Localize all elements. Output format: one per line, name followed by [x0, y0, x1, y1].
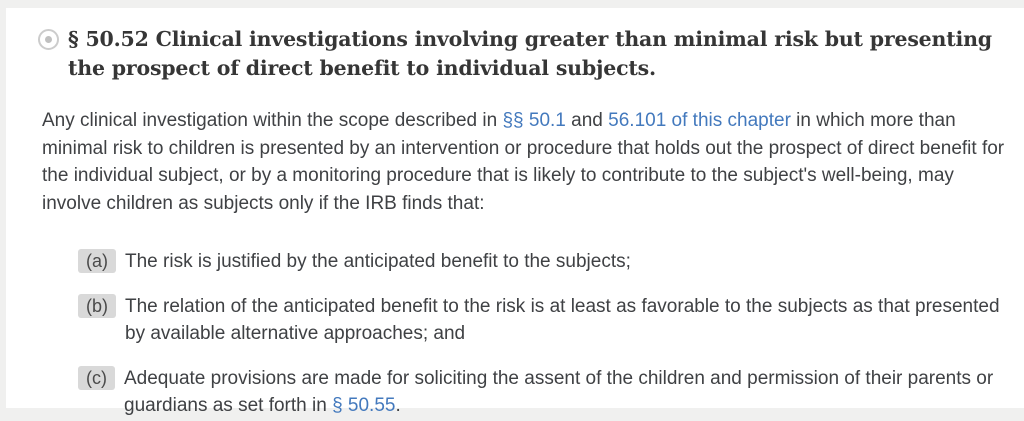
finding-text: The relation of the anticipated benefit …	[125, 293, 1016, 348]
cfr-cross-reference-link[interactable]: § 50.55	[332, 395, 396, 416]
body-text-run: and	[565, 110, 609, 131]
body-text-run: Any clinical investigation within the sc…	[42, 110, 503, 131]
body-text-run: Adequate provisions are made for solicit…	[124, 367, 994, 417]
body-text-run: in which more than minimal risk to child…	[42, 110, 1005, 214]
finding-list-item: (c) Adequate provisions are made for soli…	[78, 365, 1016, 420]
finding-text: The risk is justified by the anticipated…	[125, 248, 631, 276]
regulation-section-card: § 50.52 Clinical investigations involvin…	[6, 8, 1024, 416]
cfr-cross-reference-link[interactable]: §§ 50.1	[502, 110, 566, 131]
body-text-run: The relation of the anticipated benefit …	[125, 295, 1000, 345]
paragraph-letter-badge: (a)	[78, 249, 116, 273]
finding-list: (a) The risk is justified by the anticipa…	[78, 248, 1016, 420]
section-anchor-radio-icon[interactable]	[38, 29, 59, 50]
finding-list-item: (a) The risk is justified by the anticipa…	[78, 248, 1016, 276]
section-paragraph: Any clinical investigation within the sc…	[42, 107, 1016, 217]
finding-text: Adequate provisions are made for solicit…	[124, 365, 1016, 420]
paragraph-letter-badge: (b)	[78, 293, 116, 318]
section-title: § 50.52 Clinical investigations involvin…	[68, 27, 992, 80]
paragraph-letter-badge: (c)	[78, 365, 115, 390]
finding-list-item: (b) The relation of the anticipated benef…	[78, 293, 1016, 348]
body-text-run: The risk is justified by the anticipated…	[125, 251, 631, 272]
section-header: § 50.52 Clinical investigations involvin…	[38, 25, 1016, 83]
body-text-run: .	[395, 395, 401, 416]
cfr-cross-reference-link[interactable]: 56.101 of this chapter	[608, 110, 791, 131]
